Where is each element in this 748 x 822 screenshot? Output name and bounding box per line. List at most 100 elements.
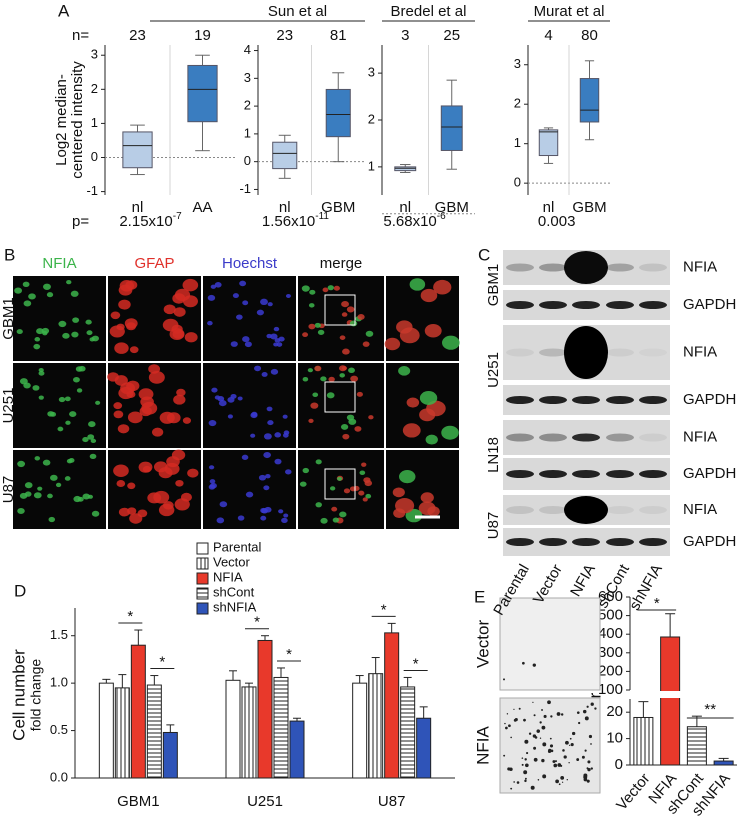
- significance-mark: *: [654, 595, 660, 612]
- y-tick-label: -1: [86, 183, 98, 198]
- bar: [241, 686, 257, 779]
- cell: [420, 492, 434, 503]
- significance-mark: *: [413, 655, 419, 672]
- colony: [533, 714, 536, 717]
- band: [506, 506, 534, 514]
- cell: [341, 300, 349, 308]
- cell: [343, 488, 351, 494]
- cell: [180, 492, 192, 502]
- bar: [400, 686, 416, 779]
- colony: [556, 712, 561, 716]
- cell: [441, 425, 459, 440]
- cell: [331, 506, 338, 512]
- cell: [210, 284, 217, 289]
- cell: [182, 278, 199, 292]
- cell: [173, 394, 186, 405]
- cell: [329, 486, 336, 491]
- y-tick-label: 1: [368, 158, 375, 173]
- cell: [173, 307, 186, 317]
- cell: [38, 368, 44, 373]
- colony: [523, 770, 528, 775]
- colony: [533, 746, 537, 750]
- colony: [532, 701, 534, 703]
- colony: [513, 708, 515, 710]
- colony: [524, 777, 527, 780]
- colony: [569, 744, 571, 746]
- cell: [69, 411, 77, 418]
- legend-label: NFIA: [213, 569, 243, 584]
- cell: [348, 418, 357, 425]
- cell: [263, 451, 271, 459]
- cell: [28, 293, 36, 300]
- lane-label: NFIA: [567, 561, 599, 599]
- cell: [322, 287, 329, 293]
- image-label: Vector: [473, 620, 492, 669]
- cell: [62, 332, 70, 339]
- cell: [46, 292, 54, 298]
- cell: [120, 382, 136, 395]
- y-tick-label: 2: [91, 81, 98, 96]
- band: [639, 396, 667, 404]
- colony: [581, 755, 585, 759]
- protein-label: GAPDH: [683, 533, 736, 550]
- band: [639, 470, 667, 478]
- colony: [530, 785, 535, 790]
- y-tick-label: 3: [244, 70, 251, 85]
- cell: [17, 507, 25, 514]
- colony: [555, 760, 557, 763]
- colony: [566, 779, 568, 781]
- cell: [163, 501, 174, 510]
- colony: [543, 714, 547, 718]
- n-value: 4: [544, 27, 552, 44]
- colony: [590, 767, 593, 770]
- band: [506, 433, 534, 442]
- bar: [257, 639, 273, 779]
- cell: [258, 474, 267, 481]
- cell: [442, 335, 460, 350]
- cell: [281, 517, 288, 524]
- cell: [245, 491, 254, 498]
- cell: [182, 417, 192, 424]
- legend-swatch: [196, 557, 209, 570]
- y-tick-label: -1: [239, 181, 251, 196]
- band: [506, 470, 534, 478]
- cell: [148, 364, 161, 374]
- colony: [569, 737, 572, 740]
- band: [572, 301, 600, 309]
- cell: [354, 426, 362, 432]
- p-mantissa: 1.56x10: [262, 213, 315, 230]
- cell: [127, 482, 136, 490]
- bar: [633, 716, 654, 766]
- cell: [341, 366, 347, 371]
- colony: [563, 755, 567, 759]
- x-tick-label: nl: [543, 199, 555, 216]
- cell: [263, 433, 272, 440]
- cell: [207, 320, 213, 326]
- bar: [98, 682, 114, 779]
- cell: [260, 298, 268, 305]
- y-tick-label: 0.5: [50, 722, 68, 737]
- significance-mark: *: [286, 646, 292, 663]
- y-tick-label: 400: [598, 625, 623, 642]
- band: [564, 496, 608, 524]
- colony: [509, 767, 513, 771]
- cell: [119, 280, 135, 292]
- band: [539, 263, 567, 272]
- cell: [184, 332, 198, 343]
- cell: [267, 420, 274, 426]
- cell: [333, 285, 340, 291]
- colony: [539, 721, 542, 724]
- y-axis-label: centered intensity: [69, 61, 86, 179]
- colony: [541, 758, 545, 763]
- cell: [118, 299, 131, 310]
- bar: [368, 673, 384, 779]
- y-tick-label: 0: [91, 149, 98, 164]
- cell: [64, 396, 71, 402]
- n-value: 80: [581, 27, 598, 44]
- cell: [129, 513, 143, 524]
- y-tick-label: 2: [514, 96, 521, 111]
- cell: [151, 427, 164, 437]
- cell: [58, 320, 67, 328]
- colony: [513, 781, 515, 783]
- bar: [384, 632, 400, 779]
